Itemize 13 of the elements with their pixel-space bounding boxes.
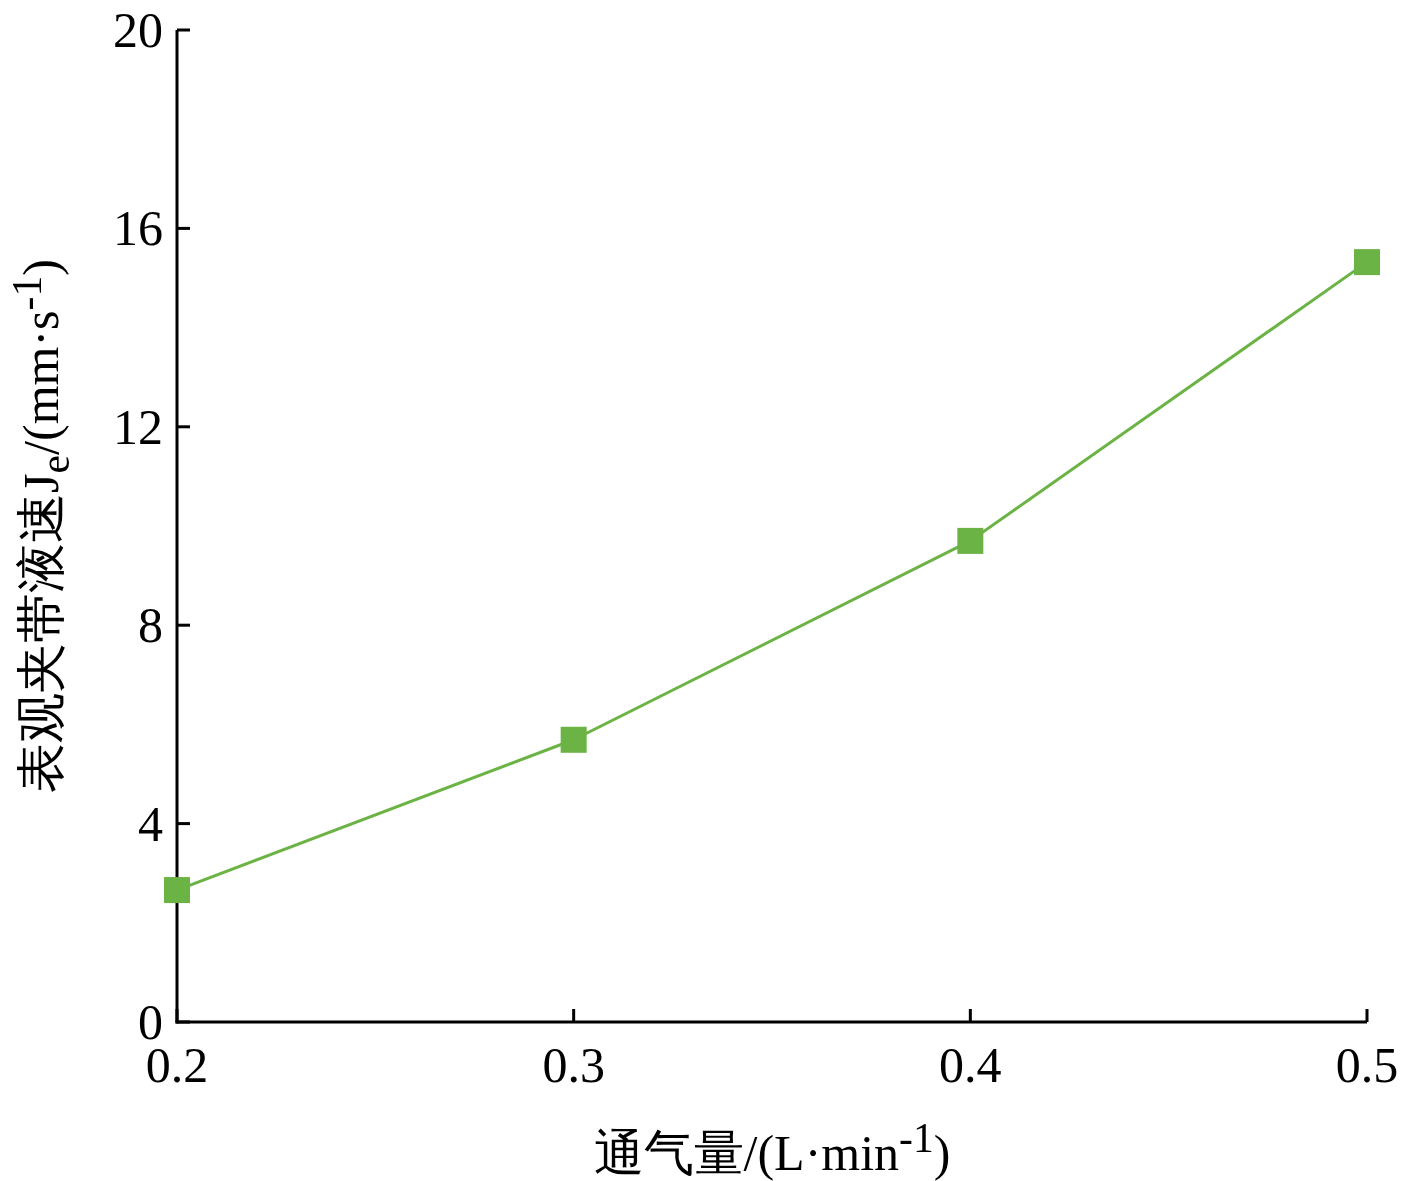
point [957,527,984,554]
y-tick-label: 16 [113,200,163,257]
point [560,726,587,753]
y-tick-label: 4 [138,795,163,852]
point [1354,249,1380,276]
y-tick-label: 12 [113,398,163,455]
y-tick-label: 8 [138,597,163,654]
x-tick-label: 0.4 [939,1037,1002,1093]
x-tick-label: 0.3 [542,1037,605,1093]
x-axis-title: 通气量/(L·min$^{-1}$) [593,1115,951,1181]
point [164,877,190,904]
x-tick-label: 0.5 [1335,1037,1399,1093]
y-tick-label: 20 [113,2,163,58]
